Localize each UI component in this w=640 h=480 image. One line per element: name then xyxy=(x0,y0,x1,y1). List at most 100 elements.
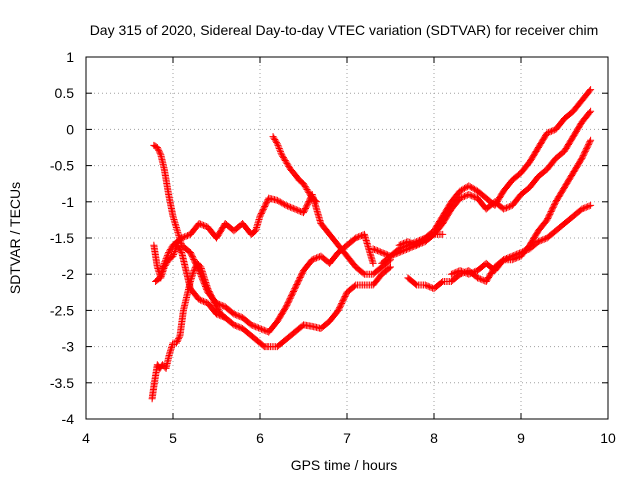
data-point xyxy=(269,133,277,141)
data-point xyxy=(439,230,447,238)
data-point xyxy=(279,200,287,208)
data-point xyxy=(215,307,223,315)
data-point xyxy=(450,269,458,277)
data-point xyxy=(421,234,429,242)
data-point xyxy=(284,161,292,169)
data-point xyxy=(391,250,399,258)
x-tick-label: 9 xyxy=(517,430,525,446)
data-point xyxy=(427,232,435,240)
data-point xyxy=(190,267,198,275)
data-point xyxy=(213,304,221,312)
data-point xyxy=(359,269,367,277)
data-point xyxy=(471,268,479,276)
data-point xyxy=(283,159,291,167)
data-point xyxy=(282,158,290,166)
data-point xyxy=(198,297,206,305)
data-point xyxy=(469,268,477,276)
chart-title: Day 315 of 2020, Sidereal Day-to-day VTE… xyxy=(90,22,599,38)
axis-ticks: 4 5 6 7 8 9 10 -4 -3.5 -3 -2.5 -2 -1.5 -1 -0.5 0 0.5 1 xyxy=(50,49,616,446)
grid-lines xyxy=(86,57,608,419)
y-axis-label: SDTVAR / TECUs xyxy=(7,182,23,294)
data-point xyxy=(276,198,284,206)
data-point xyxy=(437,278,445,286)
data-point xyxy=(155,148,163,156)
data-point xyxy=(458,267,466,275)
data-point xyxy=(302,184,310,192)
data-point xyxy=(456,267,464,275)
data-point xyxy=(164,250,172,258)
data-point xyxy=(398,240,406,248)
data-point xyxy=(195,220,203,228)
data-point xyxy=(201,298,209,306)
data-point xyxy=(233,311,241,319)
data-point xyxy=(382,250,390,258)
plot-frame xyxy=(85,56,609,420)
data-point xyxy=(423,233,431,241)
data-point xyxy=(249,321,257,329)
data-point xyxy=(549,127,557,135)
data-point xyxy=(369,245,377,253)
data-point xyxy=(578,205,586,213)
data-point xyxy=(376,248,384,256)
data-point xyxy=(278,151,286,159)
data-point xyxy=(501,204,509,212)
data-point xyxy=(173,338,181,346)
data-point xyxy=(474,274,481,282)
data-point xyxy=(505,203,513,211)
data-point xyxy=(586,109,594,117)
data-point xyxy=(405,238,413,246)
data-point xyxy=(274,141,282,149)
data-point xyxy=(513,254,521,262)
data-point xyxy=(213,303,220,311)
data-point xyxy=(586,87,594,95)
data-point xyxy=(234,312,242,320)
data-point xyxy=(404,238,412,246)
data-point xyxy=(277,149,285,157)
data-point xyxy=(272,137,280,145)
data-point xyxy=(352,234,360,242)
data-point xyxy=(545,128,553,136)
data-point xyxy=(426,232,434,240)
data-point xyxy=(311,197,319,205)
data-point xyxy=(511,255,519,263)
data-point xyxy=(184,232,191,240)
data-point xyxy=(276,146,284,154)
data-point xyxy=(236,323,244,331)
data-point xyxy=(175,333,183,341)
data-point xyxy=(371,245,379,253)
data-point xyxy=(182,232,190,240)
data-point xyxy=(199,297,207,305)
data-point xyxy=(465,191,473,199)
data-point xyxy=(587,86,595,94)
data-point xyxy=(275,145,283,153)
data-point xyxy=(584,203,592,211)
data-point xyxy=(160,263,168,271)
data-point xyxy=(452,268,460,276)
data-point xyxy=(466,183,474,191)
data-point xyxy=(279,154,287,162)
data-point xyxy=(460,268,468,276)
y-tick-label: 0 xyxy=(66,121,74,137)
data-point xyxy=(177,247,185,255)
data-point xyxy=(218,302,226,310)
data-point xyxy=(300,180,307,188)
data-point xyxy=(191,265,199,273)
data-point xyxy=(273,140,281,148)
data-point xyxy=(197,296,205,304)
data-point xyxy=(468,184,476,192)
y-tick-label: -0.5 xyxy=(50,158,74,174)
y-tick-label: -2.5 xyxy=(50,302,74,318)
y-tick-label: -1 xyxy=(62,194,75,210)
data-point xyxy=(471,185,479,193)
data-point xyxy=(155,146,163,154)
data-point xyxy=(230,310,238,318)
data-point xyxy=(400,247,408,255)
data-point xyxy=(460,184,468,192)
data-point xyxy=(231,321,239,329)
y-tick-label: 1 xyxy=(66,49,74,65)
x-axis-label: GPS time / hours xyxy=(291,457,398,473)
data-point xyxy=(471,193,479,201)
data-point xyxy=(273,138,281,146)
data-point xyxy=(402,245,410,253)
